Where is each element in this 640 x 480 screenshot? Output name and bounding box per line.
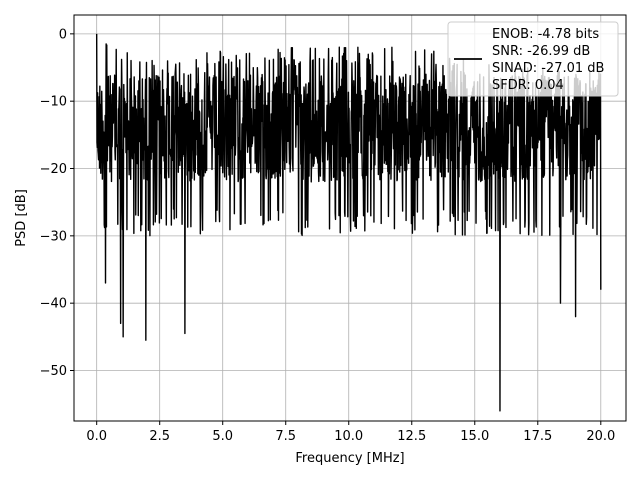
x-tick-label: 10.0 xyxy=(334,429,363,444)
legend-entry-sinad: SINAD: -27.01 dB xyxy=(492,61,604,76)
legend: ENOB: -4.78 bits SNR: -26.99 dB SINAD: -… xyxy=(447,21,619,97)
x-tick-label: 7.5 xyxy=(275,429,296,444)
x-tick-label: 0.0 xyxy=(86,429,107,444)
legend-entry-enob: ENOB: -4.78 bits xyxy=(492,27,599,42)
x-tick-label: 2.5 xyxy=(149,429,170,444)
y-tick-label: −10 xyxy=(40,95,67,110)
y-tick-label: −50 xyxy=(40,364,67,379)
x-tick-label: 17.5 xyxy=(523,429,552,444)
x-axis-label: Frequency [MHz] xyxy=(295,451,404,466)
x-tick-label: 12.5 xyxy=(397,429,426,444)
legend-entry-sfdr: SFDR: 0.04 xyxy=(492,78,564,93)
x-tick-label: 15.0 xyxy=(460,429,489,444)
y-axis: 0 −10 −20 −30 −40 −50 xyxy=(40,27,74,379)
series-group xyxy=(95,33,602,412)
legend-box xyxy=(447,21,619,97)
x-tick-label: 20.0 xyxy=(586,429,615,444)
plot-frame xyxy=(73,14,627,422)
x-tick-label: 5.0 xyxy=(212,429,233,444)
psd-series-line xyxy=(95,33,602,412)
legend-entry-snr: SNR: -26.99 dB xyxy=(492,44,590,59)
y-tick-label: −40 xyxy=(40,297,67,312)
y-tick-label: 0 xyxy=(59,27,67,42)
y-tick-label: −20 xyxy=(40,162,67,177)
y-tick-label: −30 xyxy=(40,229,67,244)
x-axis: 0.0 2.5 5.0 7.5 10.0 12.5 15.0 17.5 20.0 xyxy=(86,421,615,444)
y-axis-label: PSD [dB] xyxy=(14,189,29,247)
